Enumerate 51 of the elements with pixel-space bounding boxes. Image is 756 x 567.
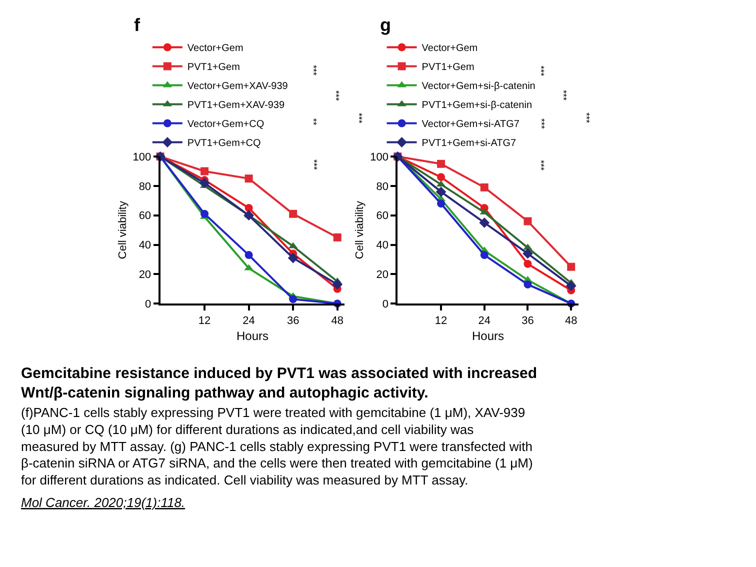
y-tick-label: 100 xyxy=(370,151,388,164)
x-tick-label: 36 xyxy=(286,314,300,327)
y-tick-label: 60 xyxy=(138,210,152,222)
x-axis-title: Hours xyxy=(236,329,269,344)
y-axis-title: Cell viability xyxy=(116,200,129,260)
legend-label: PVT1+Gem+si-ATG7 xyxy=(422,138,517,150)
y-tick-label: 80 xyxy=(138,180,152,193)
x-tick-label: 12 xyxy=(198,314,211,327)
annotation: *** xyxy=(308,159,319,170)
y-tick-label: 20 xyxy=(138,269,152,282)
legend-label: Vector+Gem xyxy=(422,43,478,54)
legend-label: Vector+Gem+si-ATG7 xyxy=(422,119,520,130)
y-tick-label: 20 xyxy=(376,269,388,282)
legend-label: Vector+Gem+si-β-catenin xyxy=(422,81,536,92)
legend-label: PVT1+Gem xyxy=(187,62,240,74)
text: Mol Cancer. 2020;19(1):118. xyxy=(21,495,186,510)
legend-label: Vector+Gem+CQ xyxy=(187,119,264,130)
chart-title: g xyxy=(380,15,391,35)
text: ** xyxy=(308,118,319,126)
x-tick-label: 48 xyxy=(331,314,344,327)
text: *** xyxy=(308,65,319,76)
text: *** xyxy=(536,66,546,77)
x-tick-label: 24 xyxy=(478,314,491,327)
legend-label: PVT1+Gem+XAV-939 xyxy=(187,100,285,112)
y-tick-label: 0 xyxy=(382,298,388,310)
text: Gemcitabine resistance induced by PVT1 was associated with increased Wnt/β-catenin signaling pathway and autophagic activity. xyxy=(21,365,538,402)
y-tick-label: 40 xyxy=(376,240,388,252)
y-tick-label: 0 xyxy=(144,298,152,310)
legend-label: PVT1+Gem xyxy=(422,62,474,74)
chart-title: f xyxy=(134,15,141,35)
legend-label: PVT1+Gem+CQ xyxy=(187,138,261,150)
legend-label: Vector+Gem+XAV-939 xyxy=(187,81,288,92)
y-tick-label: 80 xyxy=(376,180,388,193)
annotation: *** xyxy=(536,160,546,172)
text: *** xyxy=(536,118,547,130)
y-tick-label: 60 xyxy=(376,210,388,222)
y-axis-title: Cell viability xyxy=(354,200,366,260)
text: *** xyxy=(354,112,364,124)
text: *** xyxy=(581,112,592,124)
y-tick-label: 40 xyxy=(138,240,152,252)
text: (f)PANC-1 cells stably expressing PVT1 were treated with gemcitabine (1 μM), XAV-939 (10 μM) or CQ (10 μM) for different durations as indicated,and cell viability was measured by MTT assay. (g) PANC-1 cells stably expressing PVT1 were transfected with β-catenin siRNA or ATG7 siRNA, and the cells were then treated with gemcitabine (1 μM) for different durations as indicated. Cell viability was measured by MTT assay. xyxy=(21,405,533,488)
x-axis-title: Hours xyxy=(472,329,504,344)
text: *** xyxy=(331,90,342,102)
x-tick-label: 48 xyxy=(564,314,578,327)
legend-label: Vector+Gem xyxy=(187,43,244,54)
text: *** xyxy=(558,90,569,101)
x-tick-label: 36 xyxy=(522,314,534,327)
y-tick-label: 100 xyxy=(132,151,152,164)
x-tick-label: 12 xyxy=(434,314,448,327)
legend-label: PVT1+Gem+si-β-catenin xyxy=(422,100,532,112)
x-tick-label: 24 xyxy=(242,314,255,327)
